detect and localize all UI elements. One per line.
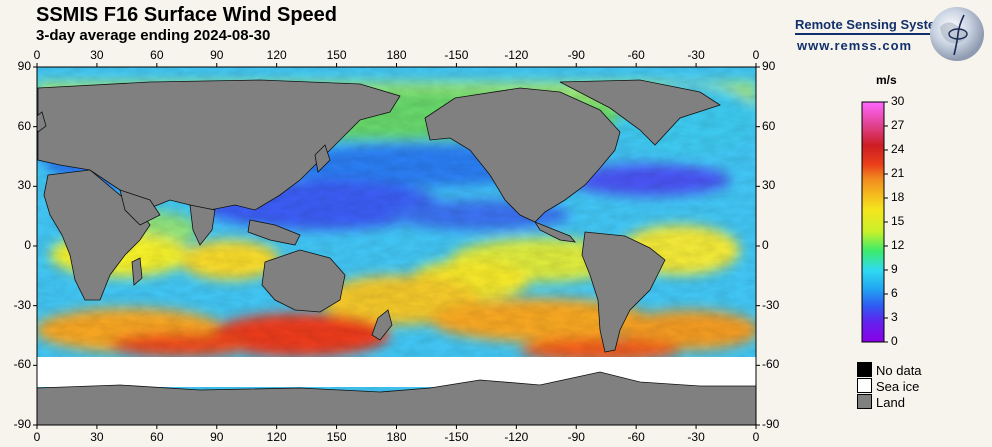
lon-tick-label-top: 120 <box>266 48 287 62</box>
lon-tick-label-top: -60 <box>627 48 645 62</box>
lon-tick-label-top: -120 <box>504 48 529 62</box>
lat-tick-label-right: 60 <box>762 118 776 133</box>
lon-tick-label-top: -90 <box>567 48 585 62</box>
lon-tick-label-top: 0 <box>752 48 760 62</box>
lat-tick-label-left: -90 <box>13 417 31 431</box>
land-swatch <box>857 394 872 409</box>
lon-tick-label-bottom: 180 <box>386 430 407 444</box>
brand-name: Remote Sensing Systems <box>795 17 954 32</box>
lon-tick-label-top: 90 <box>210 48 224 62</box>
lon-tick-label-top: 0 <box>33 48 41 62</box>
lon-tick-label-bottom: 0 <box>33 430 41 444</box>
lon-tick-label-bottom: 0 <box>752 430 760 444</box>
lon-tick-label-bottom: 120 <box>266 430 287 444</box>
lon-tick-label-bottom: 150 <box>326 430 347 444</box>
lat-tick-label-right: -30 <box>762 297 780 312</box>
colorbar-tick-label: 27 <box>891 118 905 132</box>
legend-no-data: No data <box>857 362 922 378</box>
lon-tick-label-bottom: -30 <box>687 430 705 444</box>
legend-land-label: Land <box>876 395 905 410</box>
colorbar-tick-label: 21 <box>891 166 905 180</box>
lon-tick-label-bottom: 30 <box>90 430 104 444</box>
colorbar-tick-label: 6 <box>891 286 898 300</box>
lat-tick-label-left: -30 <box>13 297 31 312</box>
lon-tick-label-bottom: 60 <box>150 430 164 444</box>
legend-no-data-label: No data <box>876 363 922 378</box>
lat-tick-label-right: -60 <box>762 357 780 372</box>
lon-tick-label-bottom: -90 <box>567 430 585 444</box>
colorbar-tick-label: 18 <box>891 190 905 204</box>
no-data-swatch <box>857 362 872 377</box>
lat-tick-label-right: -90 <box>762 417 780 431</box>
lat-tick-label-left: 30 <box>17 178 31 193</box>
legend-sea-ice-label: Sea ice <box>876 379 920 394</box>
lon-tick-label-top: -150 <box>444 48 469 62</box>
map-title: SSMIS F16 Surface Wind Speed <box>36 4 338 26</box>
colorbar <box>861 101 888 343</box>
lat-tick-label-left: 90 <box>17 59 31 73</box>
antarctica-land <box>37 371 756 425</box>
brand-divider <box>795 33 945 35</box>
lat-tick-label-left: -60 <box>13 357 31 372</box>
colorbar-tick-label: 30 <box>891 94 905 108</box>
colorbar-tick-label: 9 <box>891 262 898 276</box>
colorbar-tick-label: 24 <box>891 142 905 156</box>
lon-tick-label-top: 60 <box>150 48 164 62</box>
sea-ice-swatch <box>857 378 872 393</box>
lon-tick-label-bottom: -60 <box>627 430 645 444</box>
colorbar-tick-label: 3 <box>891 310 898 324</box>
lon-tick-label-bottom: -150 <box>444 430 469 444</box>
globe-logo-icon <box>930 7 984 61</box>
lon-tick-label-bottom: 90 <box>210 430 224 444</box>
lon-tick-label-top: -30 <box>687 48 705 62</box>
legend-land: Land <box>857 394 905 410</box>
colorbar-tick-label: 12 <box>891 238 905 252</box>
map-subtitle: 3-day average ending 2024-08-30 <box>36 27 271 44</box>
lon-tick-label-top: 150 <box>326 48 347 62</box>
lat-tick-label-right: 0 <box>762 238 769 252</box>
lat-tick-label-right: 90 <box>762 59 776 73</box>
lon-tick-label-bottom: -120 <box>504 430 529 444</box>
brand-url[interactable]: www.remss.com <box>797 38 913 53</box>
lat-tick-label-right: 30 <box>762 178 776 193</box>
lat-tick-label-left: 60 <box>17 118 31 133</box>
lat-tick-label-left: 0 <box>24 238 31 252</box>
land-masses <box>37 79 721 353</box>
colorbar-tick-label: 0 <box>891 334 898 348</box>
lon-tick-label-top: 180 <box>386 48 407 62</box>
legend-sea-ice: Sea ice <box>857 378 919 394</box>
lon-tick-label-top: 30 <box>90 48 104 62</box>
colorbar-unit: m/s <box>876 73 897 87</box>
colorbar-tick-label: 15 <box>891 214 905 228</box>
